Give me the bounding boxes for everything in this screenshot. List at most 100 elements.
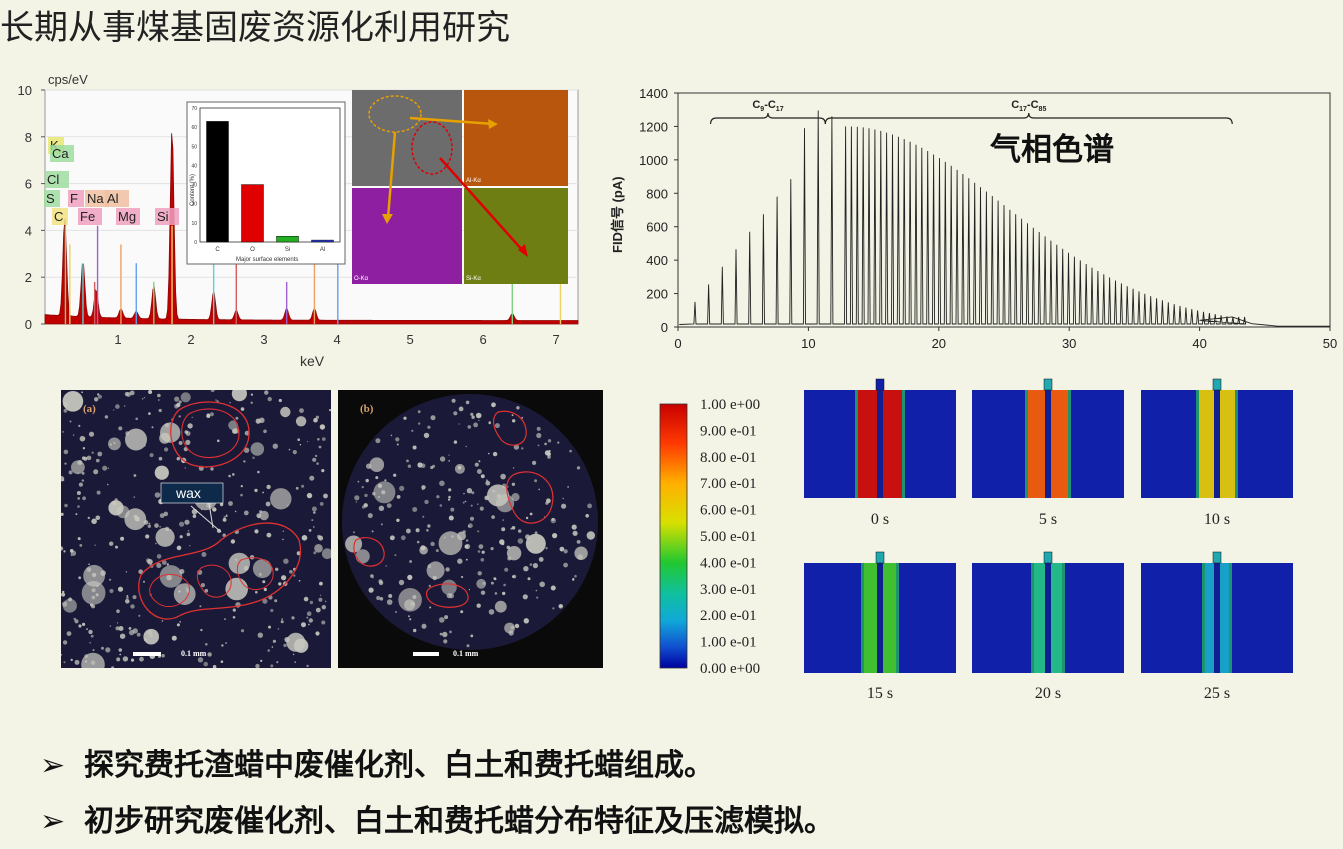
particle <box>462 530 466 534</box>
particle <box>276 661 279 664</box>
particle <box>243 447 250 453</box>
inset-bar <box>311 239 334 243</box>
eds-xtick-label: 2 <box>187 332 194 347</box>
particle <box>234 510 237 513</box>
particle <box>293 574 296 577</box>
particle <box>502 591 506 596</box>
frame-channel <box>1214 390 1220 498</box>
particle <box>282 538 284 541</box>
particle <box>210 390 215 392</box>
particle <box>70 554 73 557</box>
particle <box>511 493 520 502</box>
eds-element-label: Al <box>107 191 119 206</box>
particle <box>77 505 80 508</box>
particle <box>453 411 458 416</box>
particle <box>151 426 154 429</box>
particle <box>128 627 132 630</box>
particle <box>488 421 491 425</box>
particle <box>206 413 211 417</box>
particle <box>221 644 224 647</box>
eds-element-box <box>68 190 84 207</box>
particle <box>551 518 555 521</box>
particle <box>252 559 272 579</box>
particle <box>118 426 123 431</box>
particle <box>155 527 175 547</box>
particle <box>394 554 397 557</box>
particle <box>439 480 445 487</box>
particle <box>266 532 272 538</box>
particle <box>552 533 558 539</box>
simulation-frame: 5 s <box>972 378 1124 528</box>
gc-xtick-label: 50 <box>1323 336 1337 351</box>
particle <box>386 503 392 508</box>
particle <box>81 581 106 605</box>
particle <box>301 484 305 488</box>
particle <box>278 398 282 403</box>
particle <box>567 486 569 488</box>
particle <box>314 544 323 553</box>
particle <box>295 416 307 427</box>
particle <box>180 392 191 403</box>
particle <box>118 626 124 631</box>
particle <box>260 659 263 662</box>
particle <box>84 654 88 658</box>
particle <box>200 628 203 632</box>
particle <box>176 623 180 627</box>
eds-element-box <box>155 208 179 225</box>
particle <box>126 596 129 599</box>
particle <box>465 558 468 561</box>
particle <box>471 491 475 495</box>
particle <box>79 435 86 442</box>
particle <box>502 519 504 521</box>
particle <box>200 508 203 511</box>
particle <box>115 404 120 409</box>
particle <box>212 507 217 512</box>
eds-xlabel: keV <box>300 353 325 369</box>
particle <box>118 648 123 652</box>
particle <box>514 623 520 629</box>
particle <box>561 503 567 509</box>
particle <box>267 649 270 652</box>
particle <box>504 622 515 634</box>
particle <box>353 531 355 534</box>
particle <box>158 456 163 461</box>
particle <box>482 581 486 585</box>
particle <box>311 519 314 522</box>
particle <box>283 643 287 648</box>
particle <box>123 405 126 407</box>
particle <box>69 420 72 423</box>
particle <box>587 503 592 509</box>
eds-element-label: F <box>70 191 78 206</box>
particle <box>365 478 369 483</box>
particle <box>129 390 135 396</box>
particle <box>313 417 318 423</box>
particle <box>210 467 214 471</box>
gc-trace-line <box>679 110 1330 327</box>
gc-annotation: 气相色谱 <box>989 132 1114 168</box>
particle <box>212 665 217 668</box>
particle <box>488 609 495 615</box>
particle <box>109 625 112 627</box>
bullet-text-2: 初步研究废催化剂、白土和费托蜡分布特征及压滤模拟。 <box>84 804 834 839</box>
eds-element-label: Fe <box>80 209 95 224</box>
particle <box>375 476 379 480</box>
particle <box>376 595 381 601</box>
particle <box>161 654 165 658</box>
particle <box>313 511 316 514</box>
particle <box>117 622 119 624</box>
particle <box>159 513 165 518</box>
particle <box>81 471 85 475</box>
particle <box>292 450 297 455</box>
inset-ytick-label: 30 <box>191 183 197 189</box>
particle <box>411 429 414 432</box>
particle <box>378 505 385 511</box>
gc-ytick-label: 1200 <box>639 119 668 134</box>
particle <box>109 443 112 446</box>
particle <box>97 451 103 457</box>
particle <box>494 600 507 613</box>
particle <box>86 628 88 631</box>
particle <box>471 415 475 419</box>
particle <box>527 577 531 581</box>
particle <box>199 605 202 608</box>
